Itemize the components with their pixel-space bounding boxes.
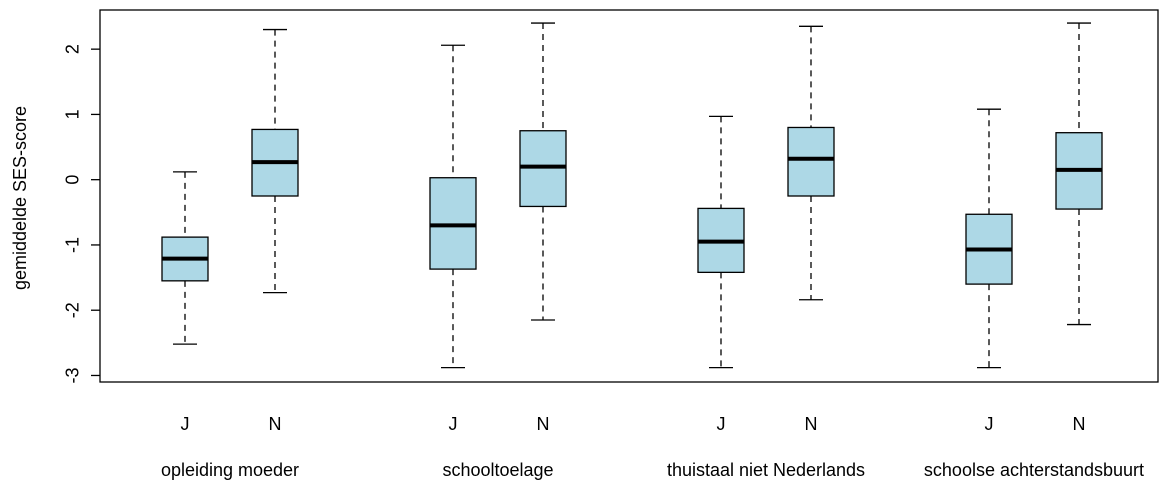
plot-frame [99, 9, 1159, 383]
category-label: N [269, 414, 282, 434]
category-label: J [985, 414, 994, 434]
box-iqr [787, 126, 835, 197]
group-label: opleiding moeder [161, 460, 299, 480]
group-label: thuistaal niet Nederlands [667, 460, 865, 480]
y-axis: -3 -2 -1 0 1 2 [62, 44, 100, 383]
box-schooltoelage-N [519, 22, 567, 321]
boxes-layer [161, 22, 1103, 369]
category-label: J [449, 414, 458, 434]
y-tick-label: 1 [62, 109, 82, 119]
category-label: N [537, 414, 550, 434]
y-tick-label: 0 [62, 175, 82, 185]
box-schooltoelage-J [429, 44, 477, 369]
box-opleiding-moeder-J [161, 171, 209, 345]
box-thuistaal-niet-Nederlands-J [697, 115, 745, 369]
y-tick-label: -2 [62, 302, 82, 318]
group-label: schoolse achterstandsbuurt [924, 460, 1144, 480]
category-label: N [1073, 414, 1086, 434]
y-tick-label: 2 [62, 44, 82, 54]
box-schoolse-achterstandsbuurt-J [965, 108, 1013, 369]
category-label: J [717, 414, 726, 434]
box-schoolse-achterstandsbuurt-N [1055, 22, 1103, 326]
y-axis-label: gemiddelde SES-score [10, 106, 30, 290]
category-label: J [181, 414, 190, 434]
box-opleiding-moeder-N [251, 28, 299, 294]
category-label: N [805, 414, 818, 434]
y-tick-label: -1 [62, 237, 82, 253]
box-thuistaal-niet-Nederlands-N [787, 25, 835, 301]
y-tick-label: -3 [62, 367, 82, 383]
group-label: schooltoelage [442, 460, 553, 480]
